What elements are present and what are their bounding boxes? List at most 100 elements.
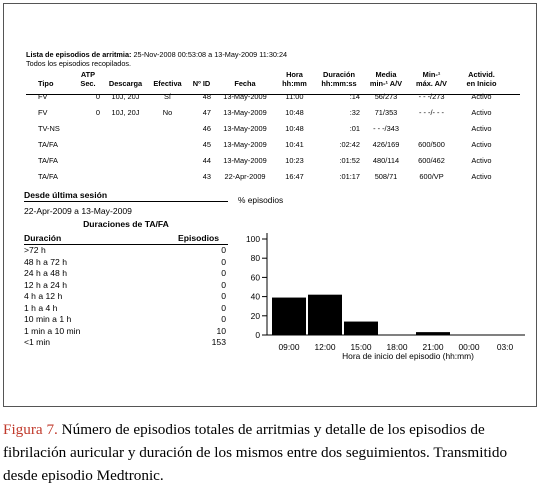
table-cell-actividad: Activo: [471, 107, 492, 117]
chart-x-tick-label: 18:00: [387, 342, 408, 352]
episode-list-range: 25-Nov-2008 00:53:08 a 13-May-2009 11:30…: [133, 50, 288, 59]
table-cell-id: 48: [202, 91, 211, 101]
chart-x-tick-label: 00:00: [459, 342, 480, 352]
table-cell-actividad: Activo: [471, 139, 492, 149]
table-cell-id: 45: [202, 139, 211, 149]
duration-count: 153: [211, 337, 226, 347]
table-cell-efectiva: No: [162, 107, 173, 117]
duration-count: 0: [221, 245, 226, 255]
chart-y-tick-label: 40: [251, 292, 261, 302]
chart-x-tick-label: 03:0: [497, 342, 514, 352]
table-cell-id: 44: [202, 155, 211, 165]
table-cell-tipo: FV: [38, 107, 48, 117]
table-cell-fecha: 13-May-2009: [223, 107, 267, 117]
table-cell-hora: 11:00: [285, 91, 304, 101]
table-cell-actividad: Activo: [471, 91, 492, 101]
table-cell-duracion: :01:17: [339, 171, 360, 181]
col-header-id: Nº ID: [192, 79, 211, 88]
col-header-actividad: Activid. en Inicio: [466, 70, 497, 88]
table-cell-tipo: TA/FA: [38, 171, 58, 181]
duration-label: >72 h: [24, 245, 46, 255]
table-cell-media: - - -/343: [373, 123, 399, 133]
chart-y-tick-label: 60: [251, 272, 261, 282]
table-cell-actividad: Activo: [471, 155, 492, 165]
table-cell-id: 47: [202, 107, 211, 117]
col-header-fecha: Fecha: [234, 79, 256, 88]
chart-bar: [344, 321, 378, 335]
table-cell-fecha: 13-May-2009: [223, 155, 267, 165]
table-cell-fecha: 13-May-2009: [223, 123, 267, 133]
table-cell-max: - - -/- - -: [418, 107, 445, 117]
episode-list-header: Lista de episodios de arritmia: 25-Nov-2…: [26, 50, 287, 59]
chart-x-axis-label: Hora de inicio del episodio (hh:mm): [342, 351, 474, 361]
figure-caption-text: Número de episodios totales de arritmias…: [3, 421, 508, 484]
duration-label: <1 min: [24, 337, 51, 347]
table-cell-efectiva: [147, 152, 188, 168]
table-cell-descarga: [104, 136, 147, 152]
list-item: 10 min a 1 h 0: [24, 314, 228, 325]
table-row: FV 0 10J, 20J No 47 13-May-2009 10:48:32 71/353…: [26, 104, 508, 120]
table-cell-media: 426/169: [372, 139, 400, 149]
table-cell-descarga: [104, 120, 147, 136]
af-durations-title: Duraciones de TA/FA: [83, 219, 169, 229]
chart-y-tick-label: 20: [251, 311, 261, 321]
duration-count: 0: [221, 291, 226, 301]
list-item: 12 h a 24 h 0: [24, 280, 228, 291]
table-cell-atp: [72, 168, 104, 184]
col-header-atp: ATP Sec.: [80, 70, 96, 88]
table-cell-descarga: 10J, 20J: [111, 91, 140, 101]
table-header-rule: [26, 94, 520, 95]
chart-y-tick-label: 0: [255, 330, 260, 340]
table-cell-efectiva: Sí: [164, 91, 171, 101]
chart-y-axis-label: % episodios: [238, 195, 283, 205]
duration-label: 10 min a 1 h: [24, 314, 72, 324]
since-last-session-title: Desde última sesión: [24, 190, 108, 200]
table-cutoff: [20, 187, 525, 199]
table-cell-actividad: Activo: [471, 171, 492, 181]
table-cell-hora: 10:48: [285, 123, 304, 133]
since-range: 22-Apr-2009 a 13-May-2009: [24, 206, 132, 216]
chart-x-tick-label: 21:00: [423, 342, 444, 352]
table-cell-media: 480/114: [372, 155, 400, 165]
episode-start-time-chart: % episodios 100 80 60 40 20 0 09:00 12:00 15:00 1…: [238, 195, 525, 361]
table-cell-efectiva: [147, 136, 188, 152]
duration-label: 24 h a 48 h: [24, 268, 68, 278]
col-header-efectiva: Efectiva: [153, 79, 182, 88]
table-cell-max: [408, 120, 455, 136]
list-item: <1 min 153: [24, 337, 228, 348]
duration-count: 0: [221, 279, 226, 290]
table-cell-efectiva: [147, 168, 188, 184]
table-cell-atp: [72, 120, 104, 136]
chart-x-tick-label: 12:00: [315, 342, 336, 352]
table-cell-duracion: :32: [349, 107, 360, 117]
since-title-rule: [24, 201, 228, 202]
table-cell-tipo: TA/FA: [38, 139, 58, 149]
table-row: TA/FA 45 13-May-2009 10:41:02:42 426/169 600/…: [26, 136, 508, 152]
table-cell-atp: [72, 152, 104, 168]
figure-label: Figura 7.: [3, 421, 58, 438]
table-cell-fecha: 13-May-2009: [223, 139, 267, 149]
table-cell-efectiva: [147, 120, 188, 136]
list-item: 48 h a 72 h 0: [24, 257, 228, 268]
table-cell-duracion: :01: [349, 123, 360, 133]
duration-count: 0: [221, 268, 226, 278]
duration-count: 10: [216, 325, 226, 336]
duration-label: 1 min a 10 min: [24, 325, 81, 336]
table-cell-max: 600/VP: [419, 171, 444, 181]
table-cell-tipo: TA/FA: [38, 155, 58, 165]
table-cell-media: 56/273: [374, 91, 398, 101]
table-cell-actividad: Activo: [471, 123, 492, 133]
figure-caption: Figura 7. Número de episodios totales de…: [3, 418, 538, 487]
episode-list-subtitle: Todos los episodios recopilados.: [26, 59, 132, 68]
duration-label: 1 h a 4 h: [24, 302, 58, 313]
table-cell-hora: 10:41: [285, 139, 304, 149]
table-cell-duracion: :02:42: [339, 139, 360, 149]
list-item: 1 h a 4 h 0: [24, 303, 228, 314]
col-header-episodes: Episodios: [178, 233, 220, 243]
col-header-duracion: Duración hh:mm:ss: [321, 70, 357, 88]
duration-label: 12 h a 24 h: [24, 279, 68, 290]
table-cell-hora: 10:23: [285, 155, 304, 165]
table-cell-max: - - -/273: [418, 91, 445, 101]
duration-count: 0: [221, 256, 226, 267]
durations-header-rule: [24, 244, 228, 245]
